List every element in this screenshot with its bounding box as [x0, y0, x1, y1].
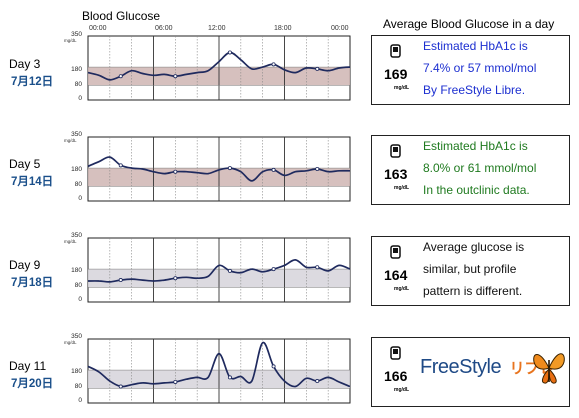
axis-top: 350: [71, 333, 82, 340]
sensor-icon: [390, 245, 401, 259]
note-line: By FreeStyle Libre.: [423, 83, 526, 97]
hour-label-3: 18:00: [274, 25, 292, 32]
average-unit: mg/dL: [394, 286, 409, 292]
sensor-icon: [390, 144, 401, 158]
day-label: Day 9: [9, 258, 41, 272]
average-box: 163 mg/dL Estimated HbA1c is 8.0% or 61 mm…: [371, 135, 570, 205]
axis-unit: mg/dL: [64, 239, 77, 244]
average-value: 163: [384, 166, 408, 182]
axis-unit: mg/dL: [64, 38, 77, 43]
axis-low: 80: [74, 383, 82, 390]
scan-point: [118, 74, 123, 79]
logo-text: FreeStyle: [420, 356, 502, 378]
axis-low: 80: [74, 81, 82, 88]
note-line: Estimated HbA1c is: [423, 39, 528, 53]
glucose-line: [87, 156, 351, 182]
axis-zero: 0: [78, 95, 82, 102]
sensor-icon: [390, 44, 401, 58]
hour-label-4: 00:00: [331, 25, 349, 32]
scan-point: [173, 169, 178, 174]
axis-low: 80: [74, 181, 82, 188]
axis-high: 180: [71, 267, 82, 274]
butterfly-icon: [533, 353, 565, 384]
glucose-line: [87, 259, 351, 283]
scan-point: [227, 50, 232, 55]
axis-high: 180: [71, 166, 82, 173]
note-line: 8.0% or 61 mmol/mol: [423, 161, 537, 175]
hour-label-1: 06:00: [155, 25, 173, 32]
scan-point: [227, 375, 232, 380]
scan-point: [271, 267, 276, 272]
day-date: 7月14日: [11, 176, 54, 188]
axis-zero: 0: [78, 195, 82, 202]
scan-point: [173, 74, 178, 79]
scan-point: [271, 167, 276, 172]
average-value: 164: [384, 267, 408, 283]
axis-high: 180: [71, 66, 82, 73]
average-title: Average Blood Glucose in a day: [383, 17, 555, 31]
hour-label-0: 00:00: [89, 25, 107, 32]
scan-point: [271, 62, 276, 67]
note-line: Average glucose is: [423, 240, 525, 254]
day-date: 7月20日: [11, 378, 54, 390]
average-unit: mg/dL: [394, 85, 409, 91]
scan-point: [271, 364, 276, 369]
axis-unit: mg/dL: [64, 138, 77, 143]
scan-point: [315, 66, 320, 71]
sensor-icon: [390, 346, 401, 360]
chart-title: Blood Glucose: [82, 9, 161, 23]
average-box: 169 mg/dL Estimated HbA1c is 7.4% or 57 mm…: [371, 35, 570, 105]
axis-top: 350: [71, 31, 82, 38]
average-unit: mg/dL: [394, 185, 409, 191]
axis-zero: 0: [78, 296, 82, 303]
axis-top: 350: [71, 232, 82, 239]
scan-point: [118, 384, 123, 389]
day-date: 7月12日: [11, 76, 54, 88]
note-line: Estimated HbA1c is: [423, 139, 528, 153]
day-label: Day 5: [9, 157, 41, 171]
glucose-line: [87, 51, 351, 81]
day-date: 7月18日: [11, 277, 54, 289]
average-box: 166 mg/dL FreeStyle リブレ: [371, 337, 570, 407]
scan-point: [173, 379, 178, 384]
scan-point: [227, 166, 232, 171]
note-line: In the outclinic data.: [423, 183, 530, 197]
hour-label-2: 12:00: [208, 25, 226, 32]
scan-point: [118, 278, 123, 283]
average-box: 164 mg/dL Average glucose is similar, but …: [371, 236, 570, 306]
axis-low: 80: [74, 282, 82, 289]
scan-point: [315, 379, 320, 384]
scan-point: [118, 163, 123, 168]
note-line: pattern is different.: [423, 284, 523, 298]
average-value: 169: [384, 66, 408, 82]
average-value: 166: [384, 368, 408, 384]
scan-point: [315, 166, 320, 171]
axis-top: 350: [71, 131, 82, 138]
average-unit: mg/dL: [394, 387, 409, 393]
note-line: similar, but profile: [423, 262, 517, 276]
day-label: Day 3: [9, 57, 41, 71]
scan-point: [173, 276, 178, 281]
axis-zero: 0: [78, 397, 82, 404]
axis-high: 180: [71, 368, 82, 375]
scan-point: [227, 268, 232, 273]
day-label: Day 11: [9, 359, 47, 373]
note-line: 7.4% or 57 mmol/mol: [423, 61, 537, 75]
glucose-line: [87, 341, 351, 388]
axis-unit: mg/dL: [64, 340, 77, 345]
scan-point: [315, 265, 320, 270]
